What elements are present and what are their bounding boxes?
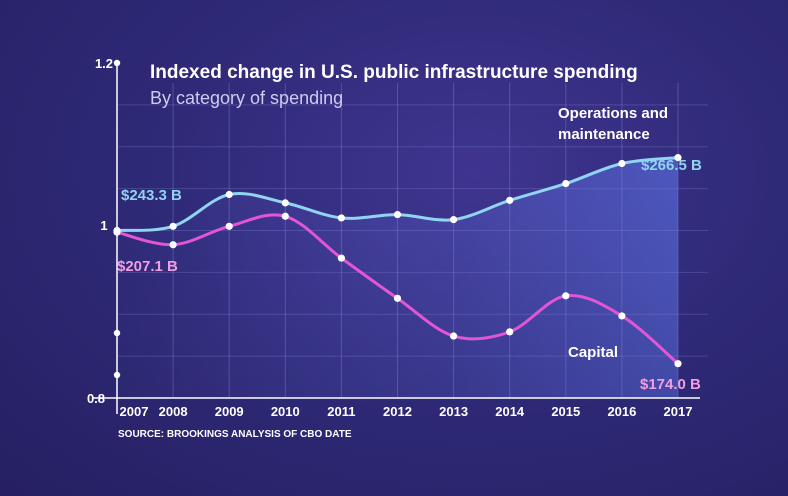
ops-data-point	[450, 216, 458, 224]
capital-start-value-label: $207.1 B	[117, 258, 178, 275]
ops-data-point	[506, 196, 514, 204]
y-tick-label: 1	[100, 218, 107, 233]
capital-data-point	[618, 312, 626, 320]
x-tick-label: 2013	[439, 404, 468, 419]
x-tick-label: 2011	[327, 404, 355, 419]
ops-series-label-line1: Operations and	[558, 105, 668, 122]
ops-data-point	[225, 190, 233, 199]
capital-data-point	[169, 241, 177, 249]
chart-title: Indexed change in U.S. public infrastruc…	[150, 62, 638, 83]
capital-data-point	[562, 292, 570, 300]
x-tick-label: 2015	[551, 404, 580, 419]
ops-data-point	[562, 180, 570, 188]
ops-end-value-label: $266.5 B	[641, 157, 702, 174]
chart-subtitle: By category of spending	[150, 88, 343, 108]
capital-series-label: Capital	[568, 344, 618, 361]
capital-data-point	[113, 228, 121, 236]
x-tick-label: 2008	[159, 404, 188, 419]
ops-data-point	[281, 199, 289, 207]
ops-data-point	[674, 154, 682, 162]
capital-end-value-label: $174.0 B	[640, 376, 701, 393]
gridlines	[116, 83, 708, 398]
x-tick-labels: 2007 2008 2009 2010 2011 2012 2013 2014 2015 2016…	[120, 404, 693, 419]
ops-series-label-line2: maintenance	[558, 126, 650, 143]
x-tick-label: 2012	[383, 404, 412, 419]
ops-data-point	[169, 222, 177, 230]
ops-data-point	[618, 159, 626, 168]
x-tick-label: 2009	[215, 404, 244, 419]
capital-data-point	[393, 294, 402, 302]
y-tick-label: 0.8	[87, 391, 105, 406]
x-tick-label: 2014	[495, 404, 525, 419]
ops-data-point	[337, 214, 345, 222]
y-axis-dot	[113, 59, 121, 67]
capital-data-point	[281, 212, 289, 220]
y-axis-dot	[113, 371, 121, 379]
data-points	[113, 154, 682, 368]
x-tick-label: 2010	[271, 404, 300, 419]
capital-data-point	[225, 222, 233, 230]
ops-data-point	[393, 210, 402, 219]
capital-data-point	[674, 360, 682, 368]
x-tick-label: 2017	[664, 404, 693, 419]
capital-data-point	[337, 254, 345, 262]
y-axis-dot	[113, 329, 121, 337]
capital-data-point	[506, 328, 514, 336]
source-note: SOURCE: BROOKINGS ANALYSIS OF CBO DATE	[118, 429, 352, 440]
y-tick-label: 1.2	[95, 56, 113, 71]
ops-start-value-label: $243.3 B	[121, 187, 182, 204]
capital-data-point	[450, 332, 458, 340]
x-tick-label: 2016	[607, 404, 636, 419]
x-tick-label: 2007	[120, 404, 149, 419]
